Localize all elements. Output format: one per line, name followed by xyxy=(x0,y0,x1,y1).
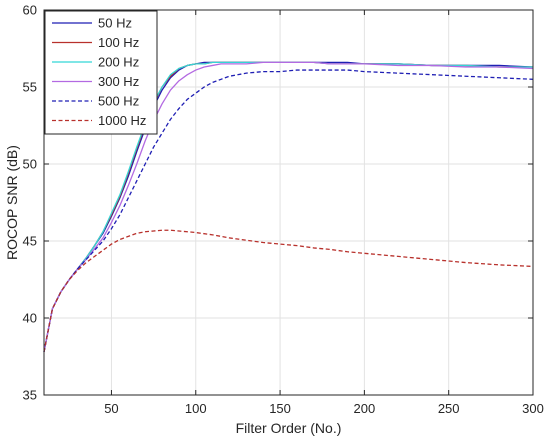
plot-frame xyxy=(43,9,534,396)
x-tick-label-5: 300 xyxy=(522,401,544,416)
series-line-4 xyxy=(43,69,534,353)
series-group xyxy=(43,61,534,353)
legend-label-4: 500 Hz xyxy=(98,94,139,109)
y-tick-label-5: 60 xyxy=(23,3,37,18)
y-axis-label: ROCOP SNR (dB) xyxy=(4,145,20,260)
y-tick-label-3: 50 xyxy=(23,157,37,172)
legend-box xyxy=(44,10,158,135)
y-tick-label-2: 45 xyxy=(23,234,37,249)
legend-label-1: 100 Hz xyxy=(98,35,139,50)
legend-label-0: 50 Hz xyxy=(98,16,132,31)
x-tick-label-0: 50 xyxy=(104,401,118,416)
x-tick-label-2: 150 xyxy=(269,401,291,416)
x-tick-label-3: 200 xyxy=(354,401,376,416)
x-tick-label-1: 100 xyxy=(185,401,207,416)
y-tick-label-4: 55 xyxy=(23,80,37,95)
series-line-5 xyxy=(43,229,534,353)
legend-label-3: 300 Hz xyxy=(98,74,139,89)
x-axis-label: Filter Order (No.) xyxy=(236,420,342,436)
series-line-3 xyxy=(43,61,534,353)
legend: 50 Hz 100 Hz 200 Hz 300 Hz 500 Hz 1000 Hz xyxy=(44,10,158,135)
legend-label-2: 200 Hz xyxy=(98,55,139,70)
y-axis-ticks: 35 40 45 50 55 60 xyxy=(23,3,533,403)
y-tick-label-0: 35 xyxy=(23,388,37,403)
x-tick-label-4: 250 xyxy=(438,401,460,416)
y-tick-label-1: 40 xyxy=(23,311,37,326)
grid xyxy=(44,10,533,395)
legend-label-5: 1000 Hz xyxy=(98,113,146,128)
